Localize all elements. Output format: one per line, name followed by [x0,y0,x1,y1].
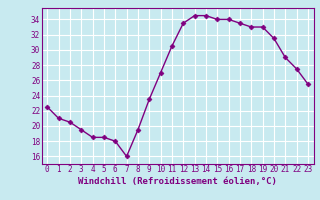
X-axis label: Windchill (Refroidissement éolien,°C): Windchill (Refroidissement éolien,°C) [78,177,277,186]
